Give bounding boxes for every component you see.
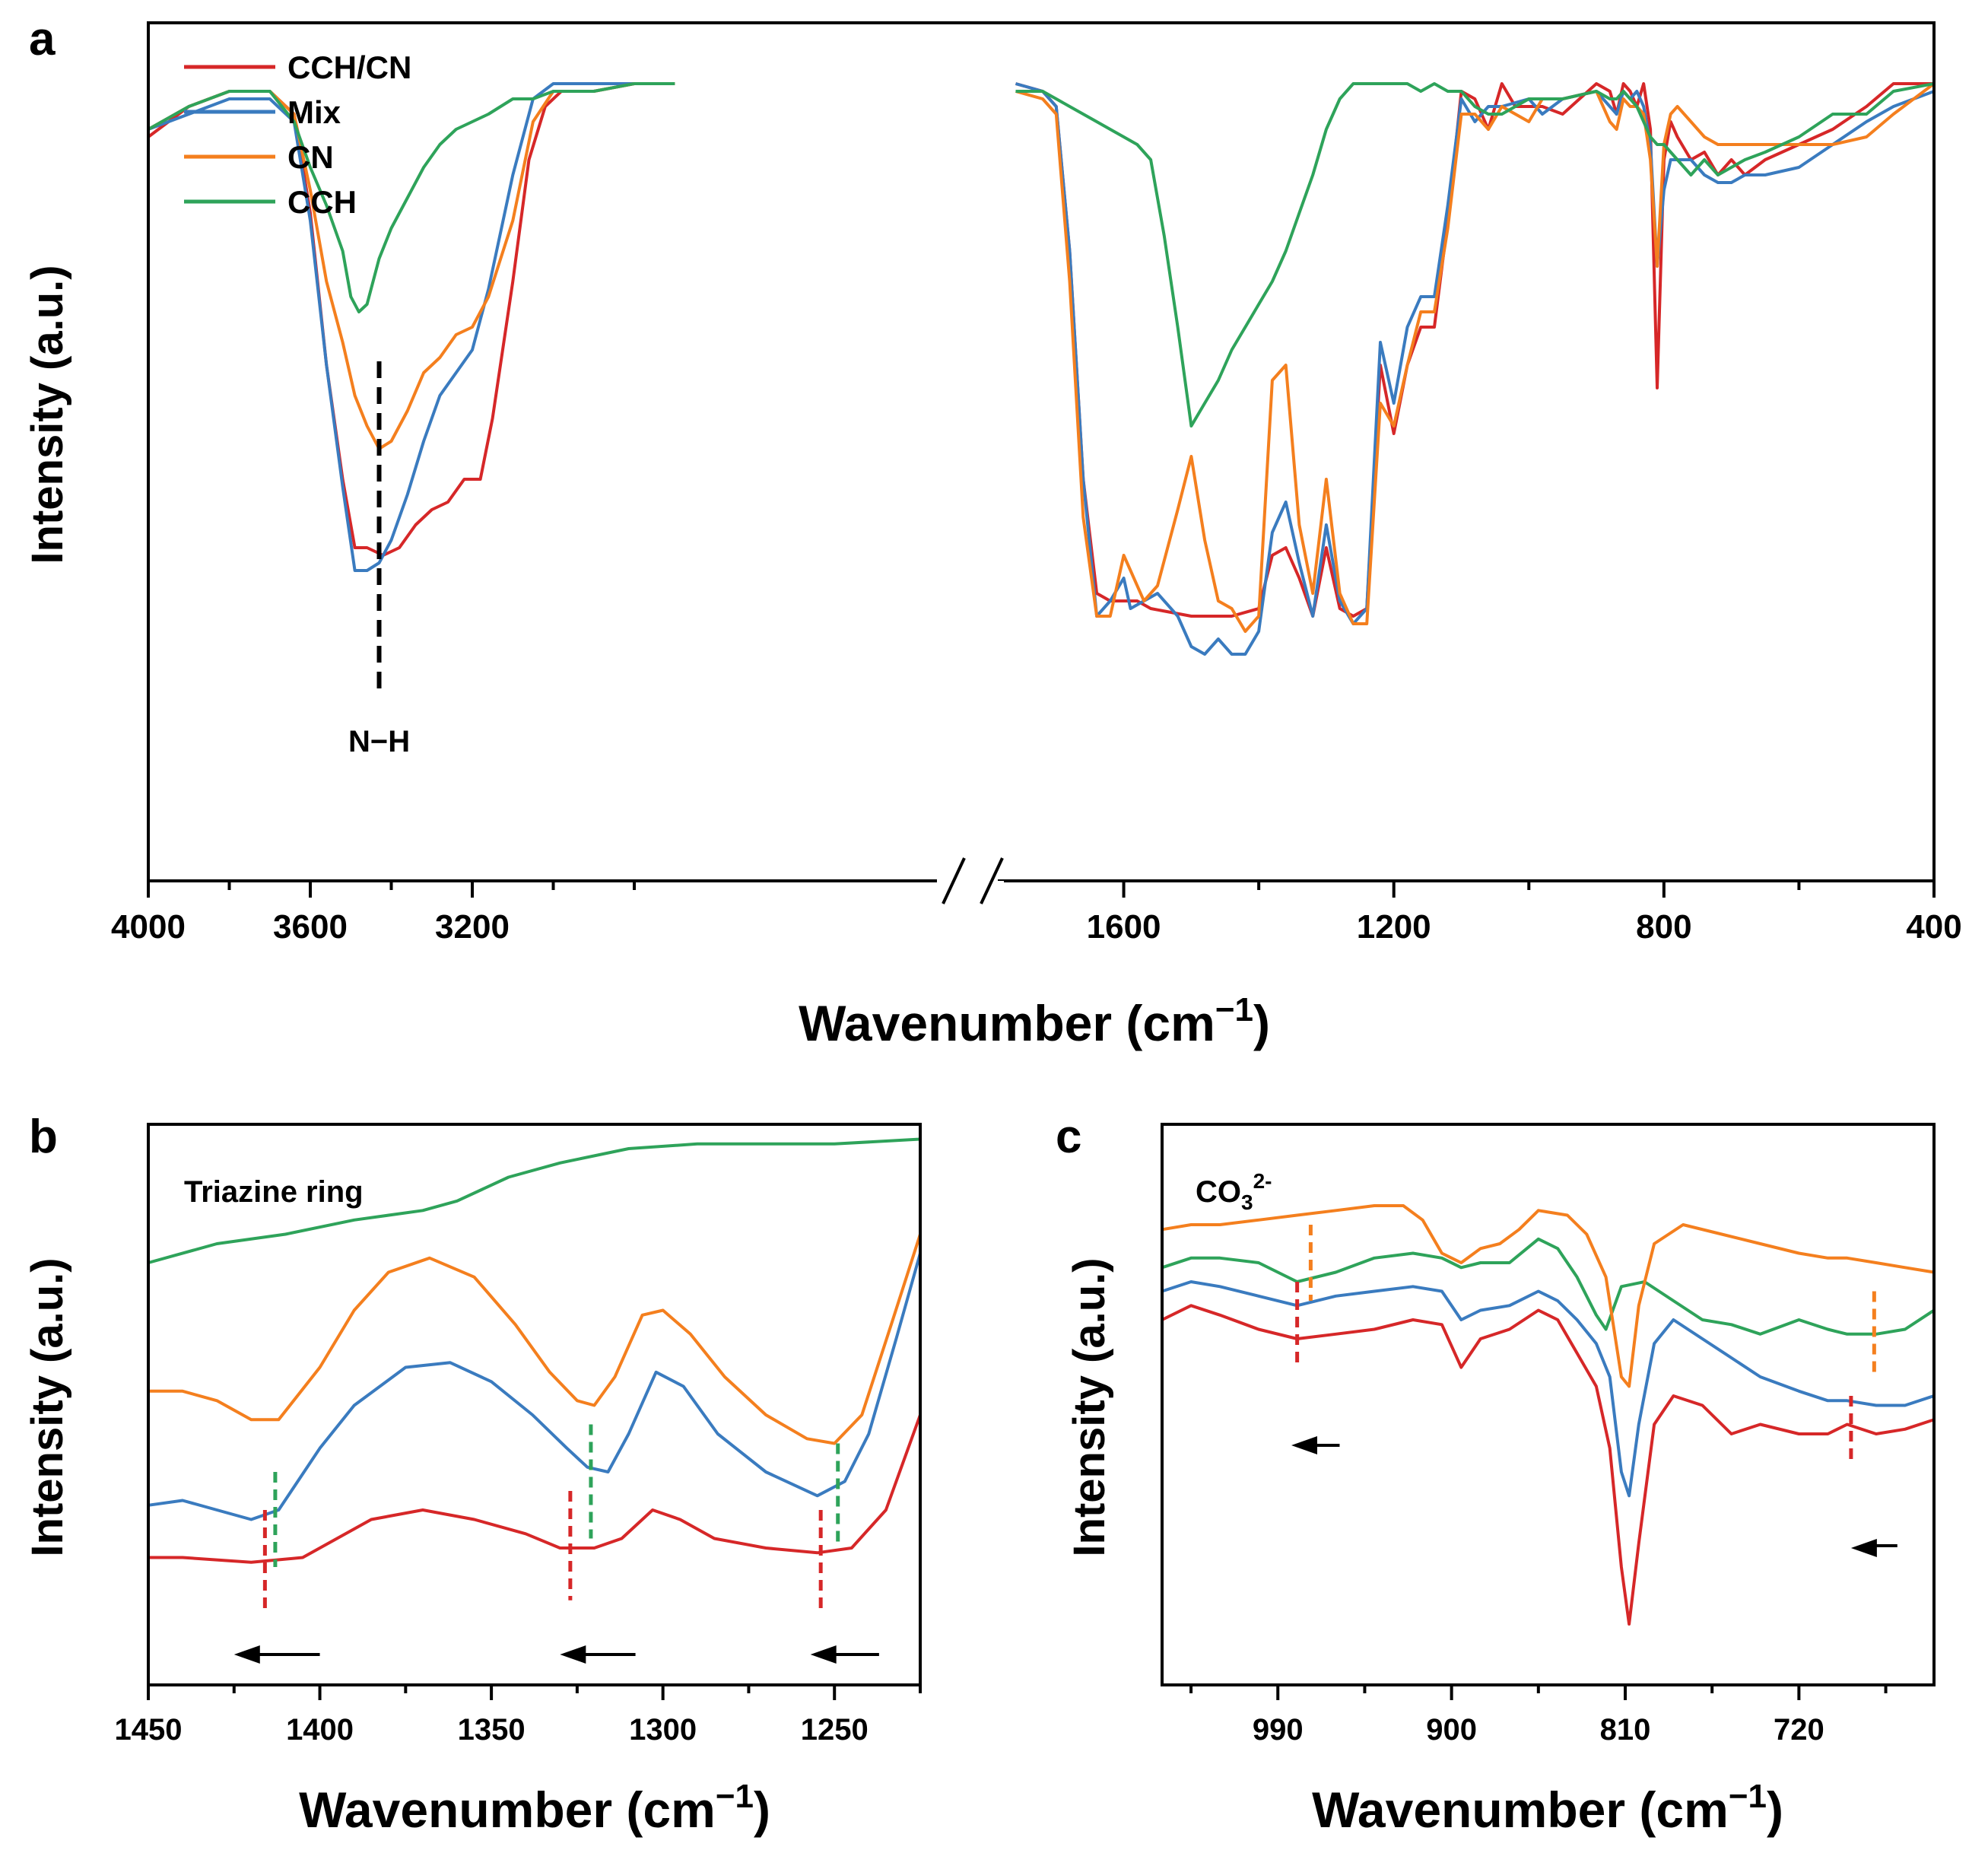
panel-c-xlabel: Wavenumber (cm−1)	[1312, 1778, 1783, 1838]
panel-a-ylabel: Intensity (a.u.)	[23, 265, 72, 564]
panel-c-letter: c	[1056, 1111, 1081, 1163]
panel-b-plot-lines	[148, 1137, 922, 1664]
panel-c-x-tick-label-720: 720	[1774, 1713, 1824, 1747]
x-tick-label-3200: 3200	[435, 908, 510, 946]
x-tick-label-3600: 3600	[273, 908, 348, 946]
panel-b-x-tick-label-1250: 1250	[801, 1713, 869, 1747]
panel-b-series-cch-cn-line	[148, 1414, 922, 1564]
panel-c-series-mix-line	[1161, 1280, 1935, 1498]
axis-break-slash-left	[942, 857, 966, 904]
panel-c-frame	[1161, 1123, 1936, 1686]
series-cn-line-segment-1	[148, 82, 675, 450]
panel-b-series-cch-line	[148, 1137, 921, 1264]
panel-c-series-cch-line	[1161, 1237, 1936, 1336]
panel-c-series-cch-cn-line	[1161, 1304, 1935, 1626]
panel-b-x-tick-label-1300: 1300	[629, 1713, 697, 1747]
x-tick-label-4000: 4000	[111, 908, 186, 946]
panel-c-x-tick-label-990: 990	[1253, 1713, 1304, 1747]
panel-a-axes: 4000 3600 3200 1600 1200 800 400	[111, 21, 1962, 946]
panel-b-x-tick-label-1450: 1450	[115, 1713, 183, 1747]
legend-label-cn: CN	[287, 139, 334, 175]
series-cch-cn-line-segment-2	[1015, 82, 1934, 618]
panel-b-xlabel: Wavenumber (cm−1)	[299, 1778, 770, 1838]
panel-a-legend: CCH/CN Mix CN CCH	[184, 49, 411, 220]
nh-annotation-label: N−H	[348, 725, 410, 758]
x-tick-label-800: 800	[1636, 908, 1691, 946]
series-mix-line-segment-2	[1015, 82, 1935, 656]
legend-label-cch: CCH	[287, 184, 357, 220]
panel-b-series-cn-line	[148, 1233, 922, 1445]
panel-b: b Intensity (a.u.) Triazine ring 1450 140…	[23, 1111, 922, 1838]
panel-a-frame	[147, 21, 1936, 882]
panel-b-axes: 1450 1400 1350 1300 1250	[115, 1123, 922, 1747]
panel-c-x-tick-label-810: 810	[1600, 1713, 1651, 1747]
legend-label-mix: Mix	[287, 94, 341, 130]
panel-c-x-tick-label-900: 900	[1426, 1713, 1477, 1747]
panel-b-x-tick-label-1350: 1350	[458, 1713, 526, 1747]
panel-c-plot-lines	[1161, 1204, 1936, 1626]
panel-b-arrow-head-2	[810, 1645, 837, 1664]
x-tick-label-1200: 1200	[1357, 908, 1431, 946]
panel-b-title: Triazine ring	[184, 1175, 364, 1209]
panel-a-letter: a	[29, 13, 56, 65]
panel-a: a Intensity (a.u.) 4000 3600 3200 1600 1200 8…	[23, 13, 1962, 1051]
panel-a-xlabel: Wavenumber (cm−1)	[799, 991, 1270, 1051]
panel-a-plot-lines	[147, 82, 1936, 696]
panel-c-axes: 990 900 810 720	[1161, 1123, 1936, 1747]
legend-label-cch-cn: CCH/CN	[287, 49, 411, 85]
series-cch-line-segment-1	[148, 82, 675, 313]
series-cn-line-segment-2	[1015, 82, 1936, 633]
panel-c-title: CO32-	[1196, 1169, 1272, 1214]
axis-break-slash-right	[980, 857, 1004, 904]
panel-c: c Intensity (a.u.) CO32- 990 900 810 720 Wa…	[1056, 1111, 1936, 1838]
panel-b-letter: b	[29, 1111, 58, 1163]
panel-c-arrow-head-0	[1291, 1436, 1318, 1454]
panel-b-frame	[147, 1123, 922, 1686]
panel-c-series-cn-line	[1161, 1204, 1935, 1388]
panel-b-x-tick-label-1400: 1400	[286, 1713, 354, 1747]
panel-c-ylabel: Intensity (a.u.)	[1065, 1257, 1114, 1556]
x-tick-label-400: 400	[1906, 908, 1961, 946]
series-cch-line-segment-2	[1015, 82, 1935, 428]
panel-b-arrow-head-0	[233, 1645, 260, 1664]
x-tick-label-1600: 1600	[1087, 908, 1161, 946]
panel-b-series-mix-line	[148, 1252, 922, 1521]
panel-c-arrow-head-1	[1850, 1539, 1877, 1557]
panel-b-arrow-head-1	[560, 1645, 586, 1664]
panel-b-ylabel: Intensity (a.u.)	[23, 1257, 72, 1556]
